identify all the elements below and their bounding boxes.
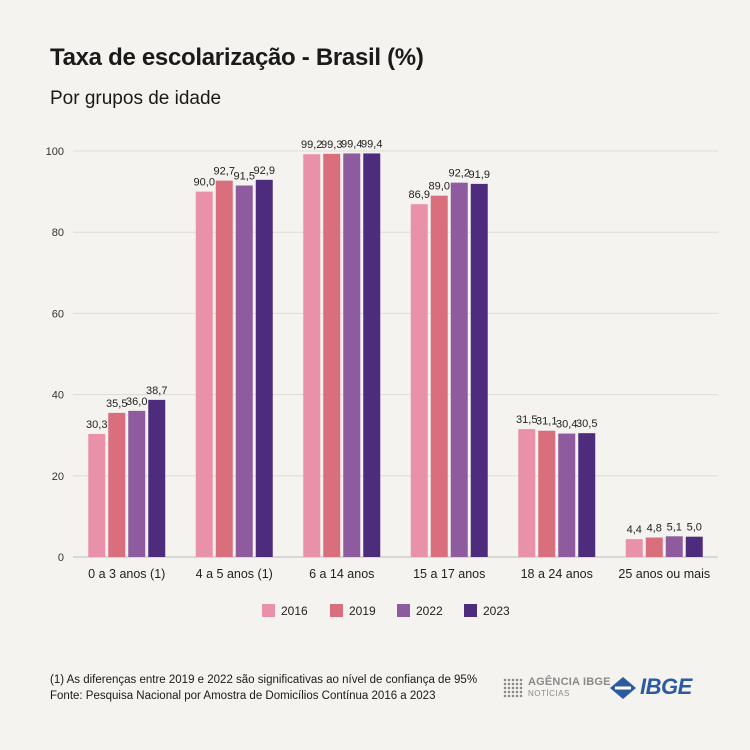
data-label: 38,7 [146,385,167,397]
x-category-label: 4 a 5 anos (1) [196,567,273,581]
data-label: 89,0 [429,181,450,193]
data-label: 30,4 [556,419,577,431]
data-label: 92,2 [449,168,470,180]
x-category-label: 25 anos ou mais [618,567,710,581]
legend-label: 2016 [281,604,308,618]
y-tick-label: 80 [52,227,64,239]
data-label: 31,5 [516,414,537,426]
bar-chart: 0 20 40 60 80 100 30,3 35,536,038,7 0 a 3 anos (… [46,138,718,618]
data-label: 91,9 [469,169,490,181]
legend-swatch [330,604,343,617]
data-label: 30,5 [576,418,597,430]
legend-label: 2022 [416,604,443,618]
y-tick-label: 40 [52,390,64,402]
data-label: 91,5 [234,171,255,183]
data-label: 30,3 [86,419,107,431]
x-category-label: 18 a 24 anos [521,567,593,581]
bar [430,195,448,557]
ibge-logo: IBGE [610,674,705,702]
bar [323,153,341,558]
data-label: 90,0 [194,177,215,189]
footnote-block: (1) As diferenças entre 2019 e 2022 são … [50,672,477,704]
x-category-label: 15 a 17 anos [413,567,485,581]
bar [410,204,428,557]
dot-grid-icon [503,678,523,698]
bar [625,539,643,557]
data-label: 99,4 [341,138,362,150]
bar [538,430,556,557]
source-text: Fonte: Pesquisa Nacional por Amostra de … [50,690,436,702]
bar [470,183,488,558]
bar [665,536,683,557]
bar [558,433,576,557]
bar [255,179,273,558]
bar [363,153,381,557]
y-tick-label: 60 [52,308,64,320]
chart-subtitle: Por grupos de idade [50,88,222,109]
bar [235,185,253,557]
data-label: 5,1 [667,521,682,533]
data-label: 99,2 [301,139,322,151]
bar [578,433,596,557]
bar [195,191,213,557]
ibge-logo-text: IBGE [640,674,692,699]
bar [215,180,233,557]
legend-swatch [262,604,275,617]
y-tick-label: 20 [52,471,64,483]
ibge-diamond-icon [610,677,636,699]
bar [343,153,361,557]
data-label: 99,4 [361,138,382,150]
bar [450,182,468,557]
legend-label: 2019 [349,604,376,618]
data-label: 36,0 [126,396,147,408]
bar [685,536,703,557]
y-tick-label: 0 [58,552,64,564]
bar [518,429,536,557]
agencia-ibge-logo: AGÊNCIA IBGE NOTÍCIAS [503,674,610,702]
y-tick-label: 100 [46,146,64,158]
data-label: 86,9 [409,189,430,201]
legend-swatch [397,604,410,617]
footnote-text: (1) As diferenças entre 2019 e 2022 são … [50,674,478,686]
data-label: 31,1 [536,416,557,428]
legend-label: 2023 [483,604,510,618]
bar [128,410,146,557]
agencia-logo-line2: NOTÍCIAS [528,689,570,698]
legend-swatch [464,604,477,617]
bar [148,399,166,557]
x-category-label: 0 a 3 anos (1) [88,567,165,581]
data-label: 92,9 [254,165,275,177]
bar [88,433,106,557]
bar [645,537,663,557]
data-label: 5,0 [687,522,702,534]
x-category-label: 6 a 14 anos [309,567,374,581]
data-label: 4,8 [647,523,662,535]
bar [108,412,126,557]
data-label: 35,5 [106,398,127,410]
data-label: 92,7 [214,166,235,178]
data-label: 99,3 [321,139,342,151]
agencia-logo-line1: AGÊNCIA IBGE [528,676,611,688]
data-label: 4,4 [627,524,642,536]
chart-title: Taxa de escolarização - Brasil (%) [50,44,424,71]
bar [303,154,321,558]
